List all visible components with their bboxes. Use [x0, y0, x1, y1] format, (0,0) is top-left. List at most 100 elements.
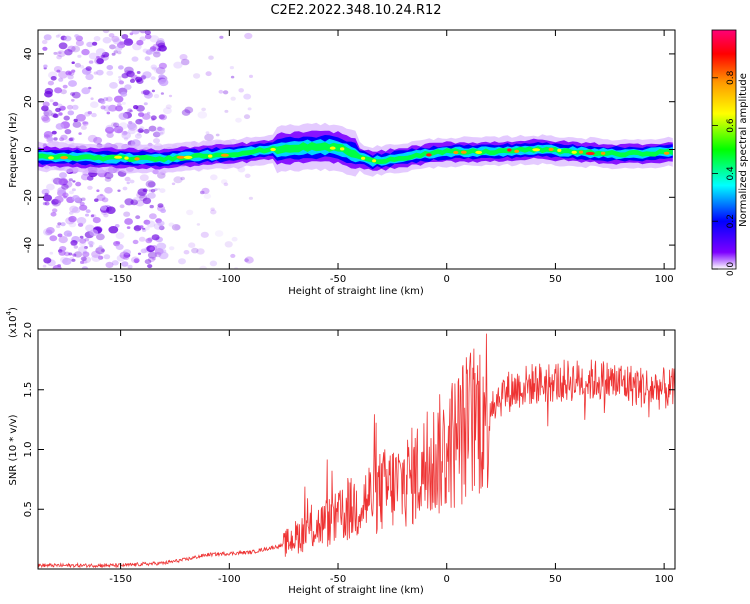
noise-blob: [115, 232, 125, 240]
noise-blob: [224, 241, 233, 248]
signal-hotspot: [124, 156, 129, 160]
noise-blob: [196, 248, 205, 255]
noise-blob: [71, 195, 80, 201]
noise-blob: [168, 222, 175, 227]
noise-blob: [78, 132, 82, 135]
noise-blob: [52, 265, 62, 269]
noise-blob: [70, 240, 78, 246]
noise-blob: [148, 125, 157, 132]
signal-hotspot: [460, 150, 467, 154]
noise-blob: [91, 250, 101, 258]
noise-blob: [111, 35, 120, 43]
noise-blob: [95, 247, 105, 255]
noise-blob: [191, 247, 199, 254]
noise-blob: [41, 105, 49, 112]
noise-blob: [151, 245, 158, 250]
noise-blob: [64, 49, 73, 56]
noise-blob: [121, 34, 129, 40]
noise-blob: [76, 217, 87, 225]
noise-blob: [119, 251, 130, 259]
noise-blob: [70, 242, 76, 246]
spectrogram-y-axis-label: Frequency (Hz): [8, 112, 19, 188]
noise-blob: [140, 74, 147, 80]
noise-blob: [79, 204, 88, 211]
noise-blob: [222, 90, 229, 95]
noise-blob: [215, 133, 220, 137]
noise-blob: [109, 44, 116, 50]
noise-blob: [68, 215, 77, 223]
noise-blob: [90, 97, 94, 100]
spectrogram-x-tick-label: 50: [549, 274, 562, 285]
noise-blob: [136, 129, 140, 133]
noise-blob: [118, 78, 122, 82]
noise-blob: [157, 187, 161, 191]
noise-blob: [149, 204, 154, 209]
noise-blob: [46, 183, 55, 191]
noise-blob: [96, 69, 104, 76]
noise-blob: [81, 87, 91, 95]
noise-blob: [104, 171, 114, 180]
noise-blob: [193, 73, 201, 79]
noise-blob: [99, 193, 104, 197]
figure-title: C2E2.2022.348.10.24.R12: [270, 3, 441, 18]
signal-hotspot: [183, 155, 193, 159]
noise-blob: [210, 207, 215, 211]
signal-hotspot: [475, 150, 483, 154]
colorbar-label: Normalized spectral amplitude: [738, 73, 749, 227]
noise-blob: [62, 257, 72, 265]
noise-blob: [69, 211, 74, 215]
noise-blob: [49, 99, 54, 103]
noise-blob: [113, 50, 118, 54]
noise-blob: [152, 131, 161, 138]
noise-blob: [83, 246, 88, 249]
noise-blob: [156, 125, 162, 130]
noise-blob: [95, 48, 106, 56]
noise-blob: [200, 231, 209, 238]
noise-blob: [151, 89, 155, 93]
noise-blob: [150, 188, 156, 193]
noise-blob: [55, 123, 65, 130]
noise-blob: [139, 194, 148, 201]
noise-blob: [127, 264, 133, 269]
snr-x-tick-label: -100: [218, 574, 241, 585]
noise-blob: [105, 126, 115, 134]
noise-blob: [82, 121, 89, 126]
snr-ticks: -150 -100 -50 0 50 100 0.5 1.0 1.5 2.0: [23, 322, 675, 585]
noise-blob: [137, 128, 144, 133]
noise-blob: [121, 101, 126, 105]
snr-scale-exponent: 4: [5, 310, 13, 315]
snr-x-tick-label: -150: [109, 574, 132, 585]
noise-blob: [68, 190, 74, 195]
colorbar-gradient: [712, 30, 736, 269]
noise-blob: [129, 179, 135, 184]
noise-blob: [127, 128, 136, 135]
noise-blob: [56, 69, 61, 73]
noise-blob: [73, 118, 78, 123]
noise-blob: [158, 45, 167, 52]
noise-blob: [178, 258, 186, 265]
noise-blob: [136, 132, 141, 136]
noise-blob: [168, 94, 173, 98]
noise-blob: [88, 52, 98, 60]
noise-blob: [43, 111, 50, 116]
noise-blob: [71, 61, 75, 64]
noise-blob: [52, 113, 59, 119]
noise-blob: [93, 36, 101, 42]
signal-hotspot: [372, 159, 377, 163]
noise-blob: [153, 94, 160, 99]
noise-blob: [231, 236, 238, 242]
noise-blob: [201, 107, 207, 112]
noise-blob: [229, 66, 234, 70]
noise-blob: [214, 230, 224, 237]
noise-blob: [87, 240, 94, 246]
snr-x-tick-label: -50: [330, 574, 346, 585]
noise-blob: [133, 258, 140, 263]
noise-blob: [146, 220, 156, 228]
noise-blob: [123, 137, 129, 141]
noise-blob: [129, 78, 136, 83]
noise-blob: [57, 33, 62, 37]
signal-hotspot: [532, 148, 541, 152]
signal-hotspot: [48, 156, 54, 160]
noise-blob: [68, 178, 73, 182]
noise-blob: [111, 260, 119, 266]
